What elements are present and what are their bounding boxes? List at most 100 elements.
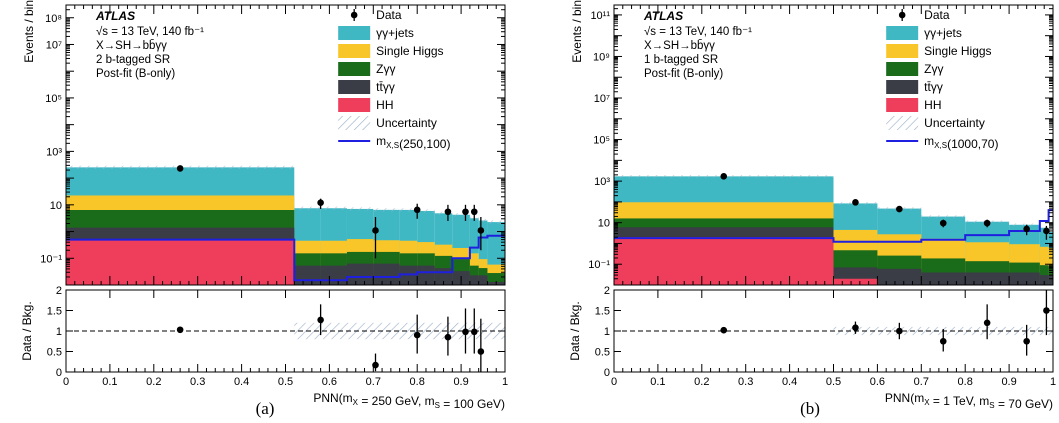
legend-label: γγ+jets (376, 26, 414, 40)
data-point (1043, 227, 1050, 235)
info-line: Post-fit (B-only) (96, 68, 175, 80)
legend-swatch (338, 26, 371, 40)
stack-bar (469, 218, 479, 285)
legend-swatch (338, 62, 371, 76)
legend-swatch (338, 80, 371, 94)
data-point (477, 227, 485, 234)
x-tick-label: 0.8 (958, 376, 973, 388)
caption-b: (b) (800, 399, 820, 418)
x-tick-label: 0 (611, 376, 617, 388)
ratio-y-axis-label: Data / Bkg. (568, 301, 582, 360)
y-tick-label: 10⁵ (45, 93, 62, 105)
ratio-y-tick-label: 0 (604, 367, 610, 379)
stack-bar (921, 272, 966, 285)
ratio-point (939, 337, 947, 345)
ratio-point (470, 328, 478, 336)
x-tick-label: 0.4 (782, 376, 797, 388)
uncertainty-band (346, 207, 374, 211)
legend-label: Data (924, 8, 950, 22)
x-axis-label: PNN(mX = 1 TeV, mS = 70 GeV) (885, 391, 1053, 411)
data-point (462, 208, 469, 216)
stack-bar (478, 220, 488, 285)
ratio-y-tick-label: 0.5 (595, 347, 610, 359)
ratio-y-tick-label: 0 (56, 367, 62, 379)
stack-bar (965, 272, 1010, 285)
info-line: X→SH→bb̄γγ (96, 39, 167, 52)
ratio-point (176, 326, 184, 334)
legend-hatch-swatch (886, 116, 919, 130)
x-tick-label: 0.7 (914, 376, 929, 388)
legend-label: HH (376, 98, 393, 112)
legend-label: Single Higgs (376, 44, 443, 58)
x-tick-label: 1 (1050, 376, 1056, 388)
ratio-point (983, 319, 991, 327)
uncertainty-band (373, 208, 400, 212)
stack-bar (469, 275, 479, 285)
legend-swatch (886, 80, 919, 94)
x-tick-label: 0.1 (650, 376, 665, 388)
stack-bar (1009, 272, 1040, 285)
data-point (444, 208, 452, 216)
x-tick-label: 0.3 (738, 376, 753, 388)
legend-swatch (338, 44, 371, 58)
legend-swatch (886, 62, 919, 76)
y-tick-label: 10 (50, 200, 62, 212)
uncertainty-band (399, 208, 418, 212)
info-line: X→SH→bb̄γγ (644, 39, 715, 52)
y-tick-label: 10 (598, 218, 610, 230)
data-point (1023, 225, 1030, 233)
legend-label: Uncertainty (924, 116, 985, 130)
uncertainty-band (1039, 226, 1049, 230)
y-tick-label: 10³ (46, 146, 62, 158)
x-tick-label: 0.8 (410, 376, 425, 388)
uncertainty-band (434, 211, 453, 215)
legend-label: mX,S(1000,70) (924, 134, 998, 151)
legend-swatch (338, 98, 371, 112)
legend-label: mX,S(250,100) (376, 134, 450, 151)
info-line: 2 b-tagged SR (96, 54, 170, 66)
ratio-point (852, 324, 859, 332)
data-point (720, 173, 728, 180)
ratio-y-tick-label: 1 (604, 326, 610, 338)
info-line: Post-fit (B-only) (644, 68, 723, 80)
uncertainty-band (1048, 230, 1053, 234)
legend-label: HH (924, 98, 941, 112)
ratio-point (317, 316, 324, 324)
stack-bar (833, 278, 878, 285)
atlas-label: ATLAS (95, 9, 135, 23)
legend-marker (898, 11, 906, 19)
stack-bar (66, 239, 295, 285)
y-tick-label: 10⁻¹ (40, 253, 62, 265)
legend-marker (350, 11, 358, 19)
y-tick-label: 10¹¹ (590, 10, 610, 22)
x-axis-label: PNN(mX = 250 GeV, mS = 100 GeV) (313, 391, 505, 411)
y-axis-label: Events / bin (22, 0, 36, 63)
stack-bar (1039, 275, 1049, 285)
y-tick-label: 10⁻¹ (588, 259, 610, 271)
info-line: √s = 13 TeV, 140 fb⁻¹ (96, 25, 204, 38)
ratio-point (372, 361, 379, 369)
legend-label: γγ+jets (924, 26, 962, 40)
ratio-point (1023, 337, 1030, 345)
x-tick-label: 0.3 (190, 376, 205, 388)
legend-label: Single Higgs (924, 44, 991, 58)
y-axis-label: Events / bin (570, 0, 584, 63)
ratio-y-tick-label: 1.5 (47, 306, 62, 318)
x-tick-label: 0 (63, 376, 69, 388)
x-tick-label: 0.9 (1001, 376, 1016, 388)
legend-swatch (886, 26, 919, 40)
data-point (176, 165, 184, 172)
x-tick-label: 0.5 (826, 376, 841, 388)
caption-a: (a) (256, 399, 275, 418)
x-tick-label: 0.2 (146, 376, 161, 388)
stack-bar (294, 265, 321, 285)
data-point (372, 227, 379, 234)
legend-label: Zγγ (376, 62, 395, 76)
uncertainty-band (921, 215, 966, 218)
ratio-point (896, 327, 903, 335)
y-tick-label: 10⁸ (45, 13, 62, 25)
ratio-y-tick-label: 2 (56, 285, 62, 297)
x-tick-label: 0.4 (234, 376, 249, 388)
legend-hatch-swatch (338, 116, 371, 130)
